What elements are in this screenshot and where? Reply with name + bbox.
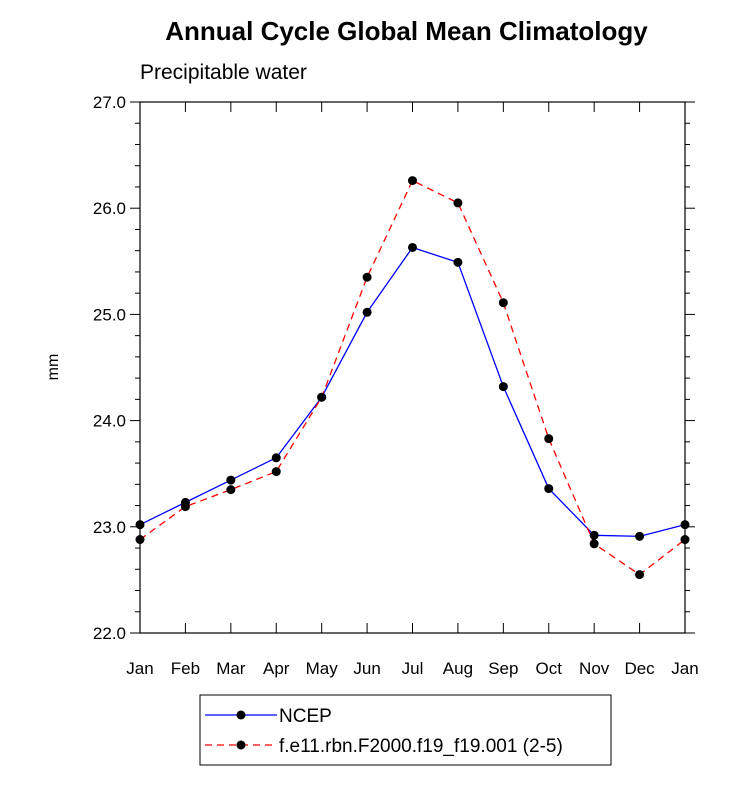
data-point-series-2 xyxy=(589,539,599,549)
data-point-series-2 xyxy=(498,298,508,308)
x-tick-label: Dec xyxy=(624,659,655,678)
data-point-series-1 xyxy=(362,307,372,317)
x-tick-label: Apr xyxy=(263,659,290,678)
data-point-series-1 xyxy=(226,475,236,485)
data-point-series-1 xyxy=(453,257,463,267)
data-point-series-2 xyxy=(271,467,281,477)
x-tick-label: Jun xyxy=(353,659,380,678)
x-tick-label: Feb xyxy=(171,659,200,678)
legend-marker-1 xyxy=(236,710,246,720)
y-tick-label: 27.0 xyxy=(93,93,126,112)
plot-area xyxy=(135,176,690,580)
data-point-series-2 xyxy=(408,176,417,186)
data-point-series-1 xyxy=(544,484,554,494)
data-point-series-2 xyxy=(635,570,645,580)
data-point-series-2 xyxy=(544,434,554,444)
data-point-series-2 xyxy=(317,392,327,402)
data-point-series-1 xyxy=(589,530,599,540)
x-tick-label: Jan xyxy=(126,659,153,678)
data-point-series-1 xyxy=(271,453,281,463)
x-tick-label: Sep xyxy=(488,659,518,678)
y-axis-label: mm xyxy=(45,354,62,381)
data-point-series-1 xyxy=(498,382,508,392)
x-tick-label: Mar xyxy=(216,659,246,678)
legend-box xyxy=(199,694,612,766)
legend-label-2: f.e11.rbn.F2000.f19_f19.001 (2-5) xyxy=(279,736,563,757)
y-tick-label: 22.0 xyxy=(93,624,126,643)
y-tick-label: 25.0 xyxy=(93,305,126,324)
data-point-series-1 xyxy=(408,242,417,252)
y-tick-label: 23.0 xyxy=(93,518,126,537)
chart-title: Annual Cycle Global Mean Climatology xyxy=(165,16,648,46)
data-point-series-2 xyxy=(362,272,372,282)
x-tick-label: Jul xyxy=(402,659,424,678)
x-tick-label: Nov xyxy=(579,659,610,678)
series-line-1 xyxy=(139,246,686,538)
x-tick-label: Jan xyxy=(671,659,698,678)
axes: Jan Feb Mar Apr May Jun Jul Aug Sep Oct Nov Dec Jan2… xyxy=(93,93,699,678)
y-tick-label: 24.0 xyxy=(93,412,126,431)
x-tick-label: Oct xyxy=(536,659,563,678)
chart-subtitle: Precipitable water xyxy=(140,61,307,84)
data-point-series-2 xyxy=(453,198,463,208)
legend: NCEP f.e11.rbn.F2000.f19_f19.001 (2-5) xyxy=(199,694,612,766)
x-tick-label: May xyxy=(306,659,339,678)
series-line-2 xyxy=(139,179,686,576)
data-point-series-2 xyxy=(180,502,190,512)
legend-label-1: NCEP xyxy=(279,706,332,727)
legend-marker-2 xyxy=(236,740,246,750)
y-tick-label: 26.0 xyxy=(93,199,126,218)
data-point-series-1 xyxy=(635,531,645,541)
x-tick-label: Aug xyxy=(443,659,473,678)
data-point-series-2 xyxy=(226,485,236,495)
